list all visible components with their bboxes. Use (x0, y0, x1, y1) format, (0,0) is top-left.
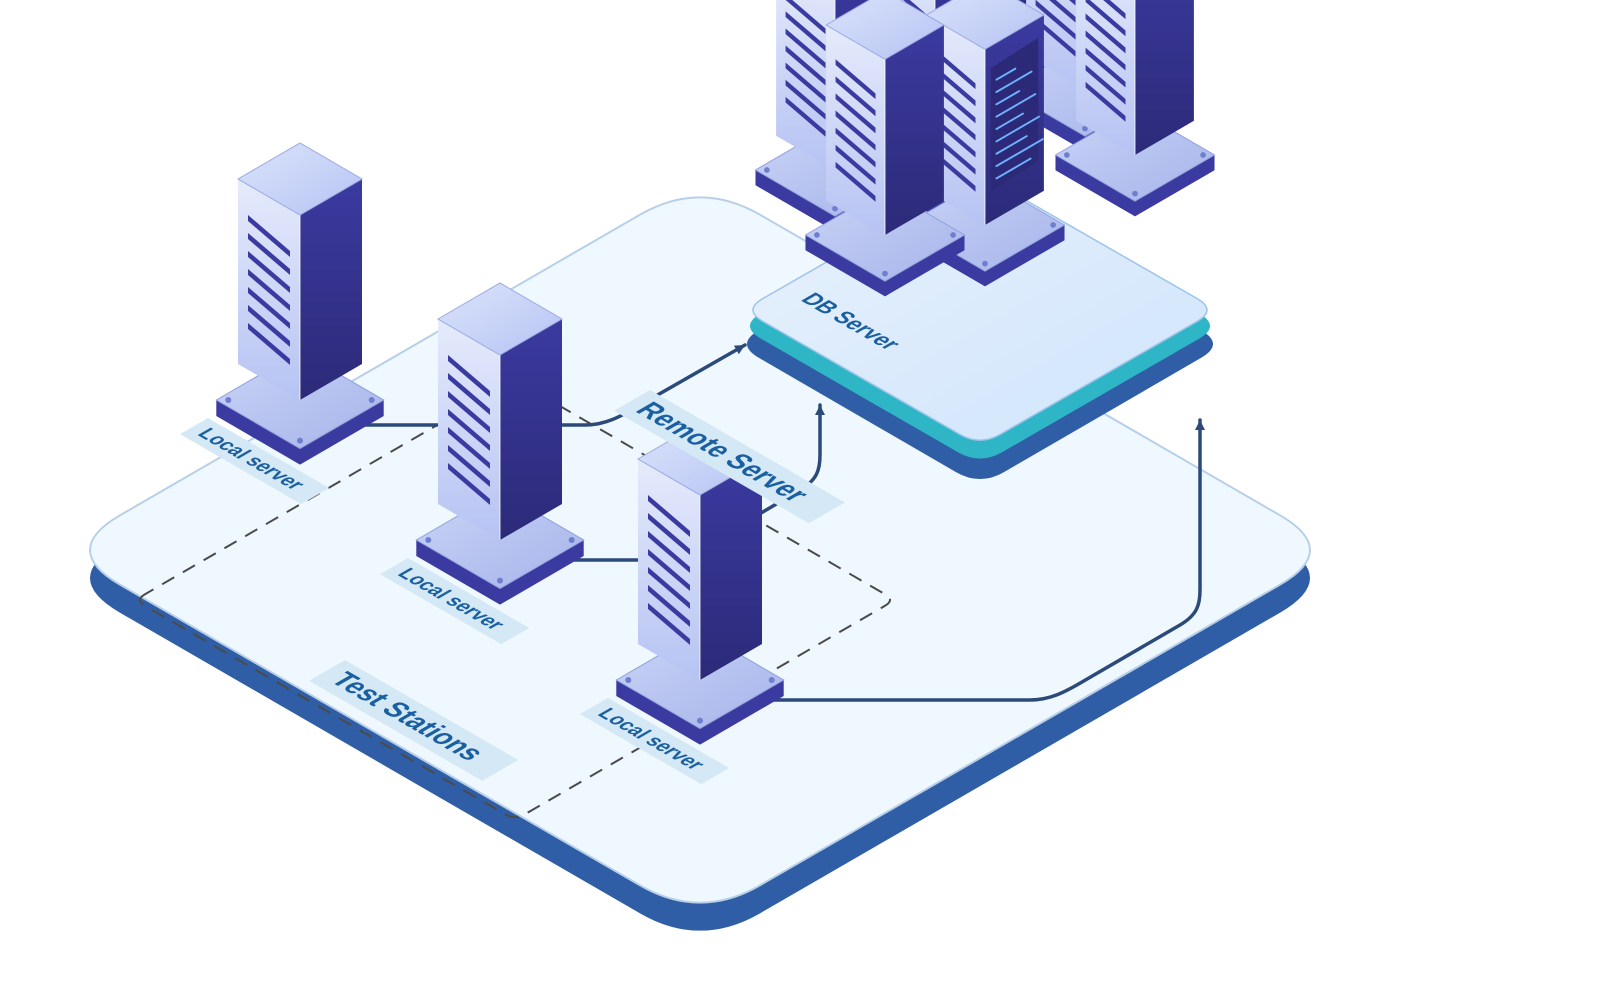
cluster-server-icon (805, 0, 964, 296)
local-server-icon (216, 143, 383, 465)
local-server-icon (416, 283, 583, 605)
cluster-server-icon (1055, 0, 1214, 216)
remote-server-cluster (755, 0, 1214, 296)
